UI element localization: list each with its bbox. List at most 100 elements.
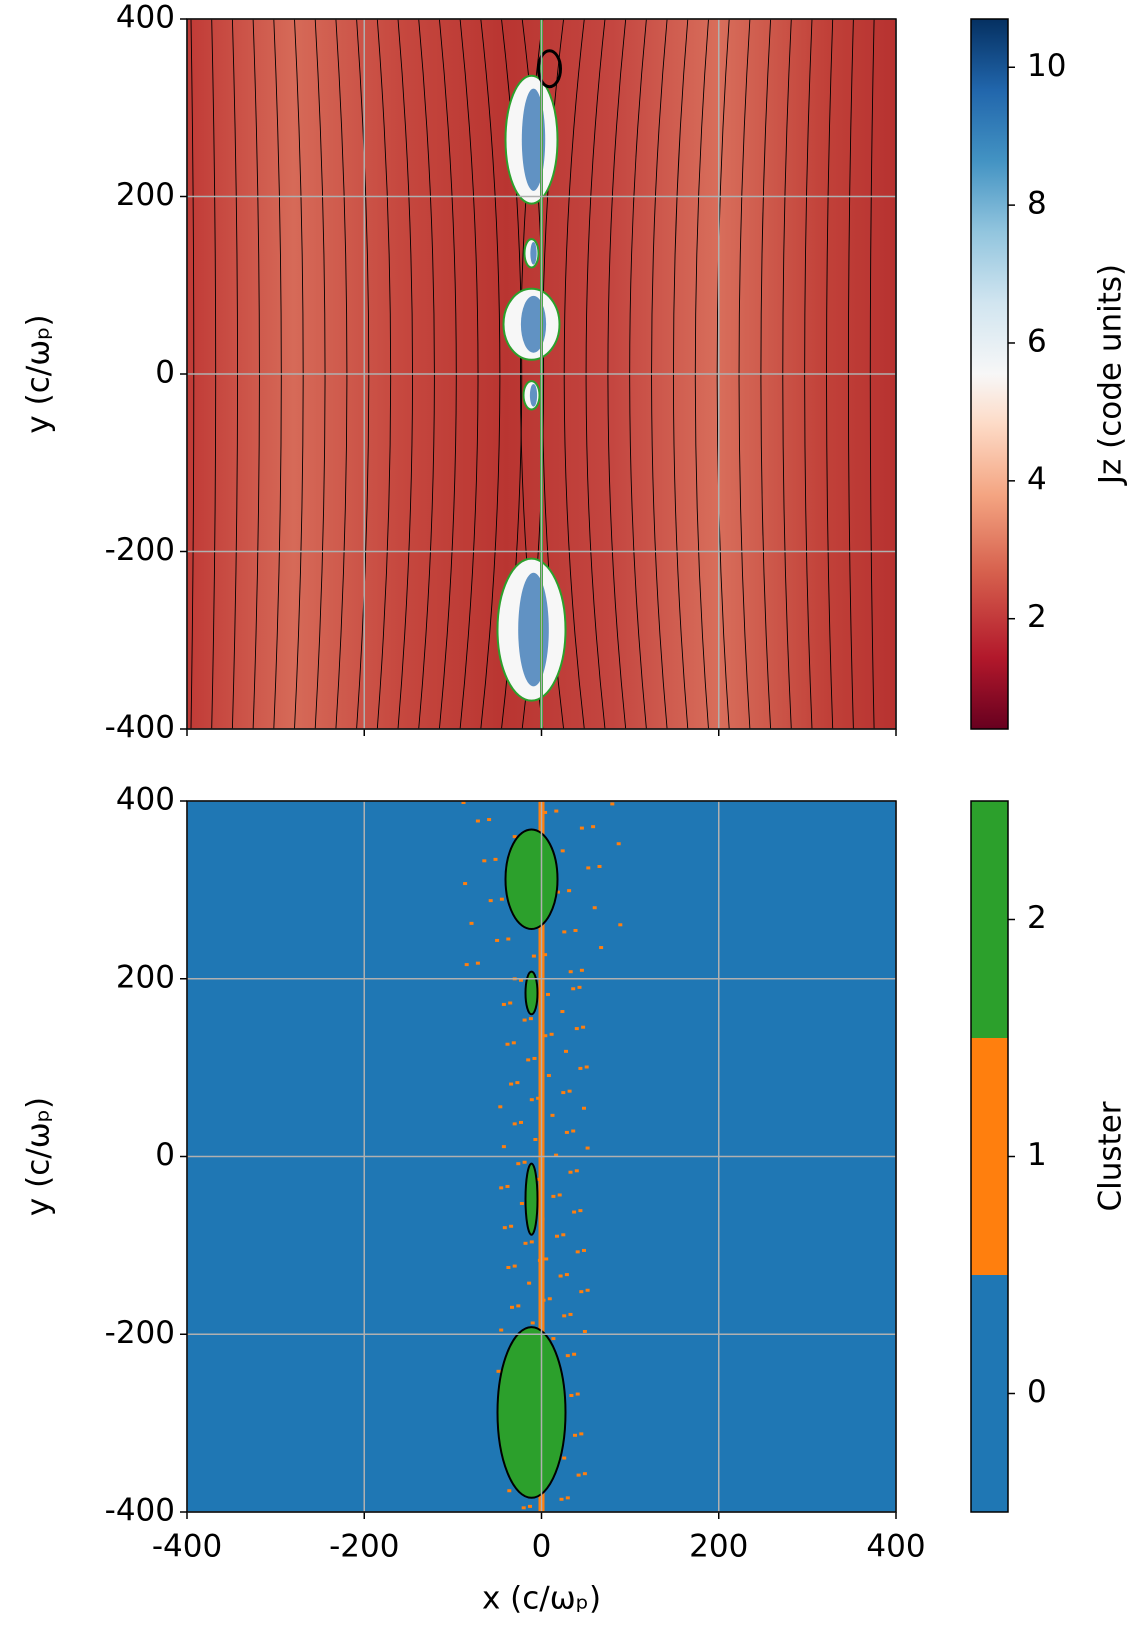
- cluster-dot: [568, 970, 573, 974]
- x-tick-label: 0: [532, 1529, 552, 1565]
- cluster-dot: [543, 810, 548, 814]
- current-core: [530, 241, 537, 265]
- cluster-dot: [516, 1162, 521, 1166]
- cluster-dot: [498, 1105, 503, 1109]
- cluster-dot: [567, 889, 572, 893]
- cluster-dot: [519, 978, 523, 982]
- cluster-dot: [578, 1066, 583, 1070]
- cluster-dot: [515, 1081, 520, 1085]
- x-tick-label: -200: [329, 1529, 399, 1565]
- cluster-dot: [585, 1146, 590, 1150]
- y-tick-label: 400: [116, 0, 175, 36]
- cluster-dot: [469, 921, 474, 925]
- cluster-dot: [574, 1169, 579, 1173]
- colorbar-frame: [970, 18, 1009, 730]
- cluster-dot: [512, 1264, 517, 1268]
- cluster-dot: [597, 864, 602, 868]
- cluster-dot: [475, 961, 480, 965]
- cluster-dot: [499, 897, 504, 901]
- cluster-dot: [559, 1497, 564, 1501]
- y-tick-label: -400: [105, 710, 175, 746]
- cluster-dot: [558, 1274, 563, 1278]
- y-axis-label: y (c/ωₚ): [21, 314, 57, 433]
- cluster-dot: [529, 1098, 534, 1102]
- cluster-dot: [551, 1337, 556, 1341]
- colorbar-label: Cluster: [1093, 1101, 1129, 1211]
- cluster-dot: [510, 1305, 514, 1309]
- plot-frame: [186, 800, 897, 1513]
- cluster-dot: [506, 937, 511, 941]
- cluster-dot: [511, 1041, 516, 1045]
- colorbar-tick-label: 2: [1027, 900, 1047, 936]
- cluster-dot: [554, 1153, 559, 1157]
- cluster-dot: [584, 1065, 589, 1069]
- cluster-dot: [560, 849, 565, 853]
- cluster-dot: [464, 963, 469, 967]
- colorbar-tick-label: 0: [1027, 1374, 1047, 1410]
- cluster-dot: [575, 1250, 580, 1254]
- cluster-dot: [582, 1329, 587, 1333]
- cluster-dot: [616, 842, 621, 846]
- cluster-dot: [610, 802, 615, 806]
- current-core: [529, 383, 538, 407]
- x-tick-label: 200: [689, 1529, 748, 1565]
- cluster-dot: [526, 1058, 531, 1062]
- cluster-dot: [551, 1194, 556, 1198]
- cluster-dot: [516, 1304, 521, 1308]
- colorbar-tick-label: 8: [1027, 186, 1047, 222]
- y-tick-label: -200: [105, 1315, 175, 1351]
- cluster-dot: [499, 1186, 504, 1190]
- x-tick-label: -400: [152, 1529, 222, 1565]
- cluster-dot: [536, 1096, 541, 1100]
- cluster-dot: [461, 801, 466, 804]
- cluster-dot: [568, 1312, 573, 1316]
- cluster-dot: [533, 1138, 538, 1142]
- colorbar-segment: [971, 801, 1008, 1038]
- y-tick-label: 200: [116, 959, 175, 995]
- cluster-dot: [550, 1113, 555, 1117]
- cluster-dot: [523, 1241, 528, 1245]
- colorbar-gradient: [971, 19, 1008, 729]
- cluster-dot: [528, 1504, 532, 1508]
- cluster-dot: [585, 1288, 590, 1292]
- cluster-dot: [549, 1032, 554, 1036]
- y-axis-label: y (c/ωₚ): [21, 1097, 57, 1216]
- current-core: [520, 295, 547, 353]
- cluster-dot: [529, 1240, 534, 1244]
- cluster-dot: [505, 1184, 510, 1188]
- cluster-dot: [512, 1122, 517, 1126]
- cluster-dot: [519, 1202, 524, 1206]
- cluster-dot: [544, 1257, 549, 1261]
- cluster-dot: [496, 1369, 501, 1373]
- colorbar-tick-label: 6: [1027, 323, 1047, 359]
- colorbar-tick-label: 10: [1027, 48, 1066, 84]
- cluster-dot: [527, 1281, 532, 1285]
- cluster-dot: [482, 859, 487, 863]
- cluster-dot: [488, 899, 493, 903]
- cluster-dot: [554, 809, 559, 813]
- y-tick-label: 0: [155, 355, 175, 391]
- cluster-dot: [512, 835, 517, 839]
- cluster-dot: [499, 1328, 504, 1332]
- cluster-dot: [564, 1273, 569, 1277]
- cluster-dot: [562, 1456, 567, 1460]
- cluster-2: [524, 1162, 539, 1236]
- cluster-dot: [579, 1432, 584, 1436]
- colorbar-tick-label: 1: [1027, 1137, 1047, 1173]
- cluster-dot: [618, 923, 623, 927]
- x-axis-label: x (c/ωₚ): [482, 1581, 601, 1617]
- cluster-dot: [557, 1193, 562, 1197]
- x-tick-label: 400: [866, 1529, 925, 1565]
- colorbar-tick-label: 4: [1027, 461, 1047, 497]
- cluster-dot: [507, 1489, 512, 1493]
- cluster-dot: [506, 1265, 511, 1269]
- cluster-dot: [546, 1074, 551, 1078]
- cluster-dot: [579, 826, 584, 830]
- cluster-dot: [543, 1034, 548, 1038]
- cluster-dot: [591, 825, 596, 829]
- cluster-dot: [519, 1120, 523, 1124]
- cluster-dot: [574, 1027, 579, 1031]
- cluster-dot: [508, 1001, 513, 1005]
- cluster-dot: [565, 1496, 570, 1500]
